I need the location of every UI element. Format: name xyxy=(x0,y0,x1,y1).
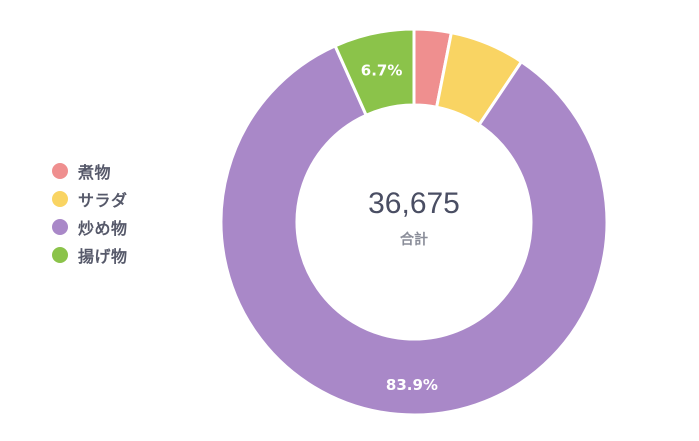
slice-value-label-agemono: 6.7% xyxy=(361,61,403,79)
legend-swatch-nimono xyxy=(52,163,68,179)
legend-label: 炒め物 xyxy=(78,219,128,238)
slice-value-label-itamemono: 83.9% xyxy=(386,376,438,394)
legend-label: サラダ xyxy=(78,191,128,210)
chart-legend: 煮物 サラダ 炒め物 揚げ物 xyxy=(52,160,128,266)
donut-slice-itamemono xyxy=(219,43,609,417)
legend-label: 揚げ物 xyxy=(78,247,128,266)
legend-swatch-agemono xyxy=(52,247,68,263)
legend-item-itamemono: 炒め物 xyxy=(52,216,128,238)
donut-slice-labels: 83.9% 6.7% xyxy=(361,61,438,394)
legend-item-agemono: 揚げ物 xyxy=(52,244,128,266)
donut-slices xyxy=(219,27,609,417)
legend-label: 煮物 xyxy=(78,163,112,182)
legend-swatch-itamemono xyxy=(52,219,68,235)
center-total-caption: 合計 xyxy=(400,231,428,248)
center-total-value: 36,675 xyxy=(368,187,460,220)
legend-item-salad: サラダ xyxy=(52,188,128,210)
legend-item-nimono: 煮物 xyxy=(52,160,128,182)
legend-swatch-salad xyxy=(52,191,68,207)
donut-slice-agemono xyxy=(333,27,416,118)
